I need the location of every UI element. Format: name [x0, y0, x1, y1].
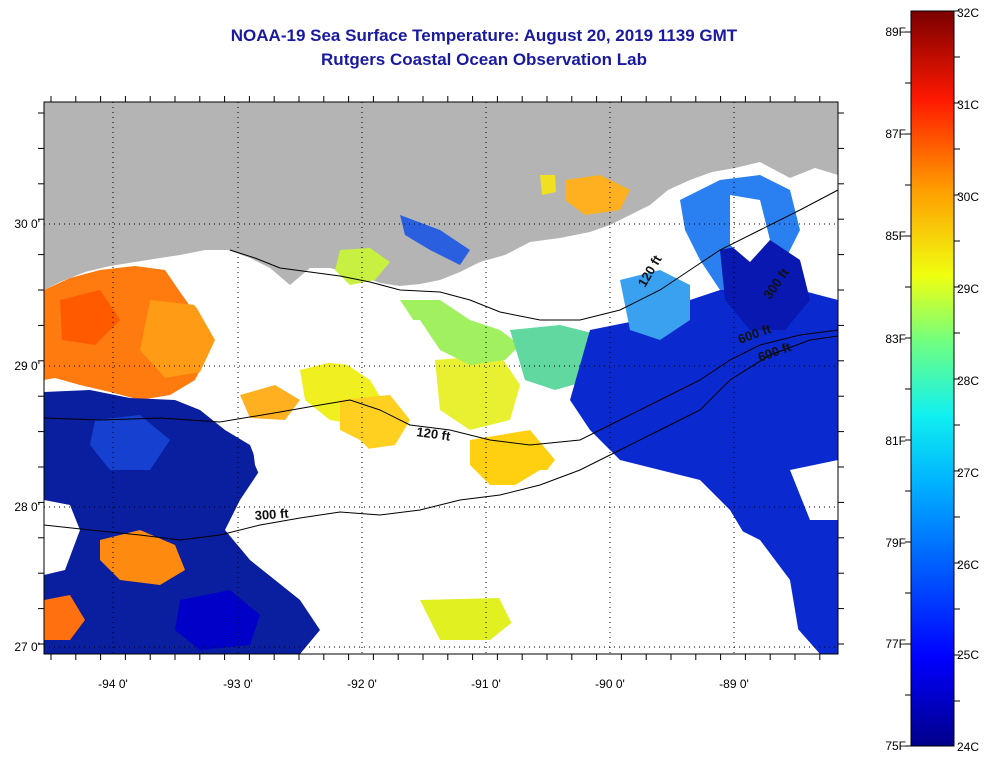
axis-ticks: [38, 96, 844, 660]
colorbar-celsius-label: 29C: [957, 282, 979, 296]
colorbar-celsius-label: 24C: [957, 740, 979, 754]
lon-tick-label: -89 0': [719, 677, 749, 691]
lon-tick-label: -92 0': [347, 677, 377, 691]
lon-tick-label: -93 0': [223, 677, 253, 691]
colorbar-fahrenheit-label: 89F: [885, 25, 906, 39]
colorbar-celsius-label: 31C: [957, 98, 979, 112]
lat-tick-label: 30 0': [14, 217, 40, 231]
colorbar-fahrenheit-label: 85F: [885, 229, 906, 243]
lat-tick-label: 29 0': [14, 359, 40, 373]
land-mass: [44, 102, 838, 290]
lon-tick-label: -91 0': [471, 677, 501, 691]
colorbar-fahrenheit-label: 87F: [885, 127, 906, 141]
colorbar-fahrenheit-label: 77F: [885, 637, 906, 651]
contour-label: 120 ft: [416, 424, 452, 444]
contour-label: 300 ft: [254, 506, 290, 523]
lon-tick-label: -94 0': [98, 677, 128, 691]
sst-patches: [44, 175, 838, 654]
figure-subtitle: Rutgers Coastal Ocean Observation Lab: [321, 50, 647, 69]
colorbar-fahrenheit-label: 79F: [885, 536, 906, 550]
graticule: [44, 102, 838, 654]
colorbar-fahrenheit-label: 75F: [885, 739, 906, 753]
colorbar-fahrenheit-label: 81F: [885, 434, 906, 448]
map-border: [43, 101, 839, 655]
lon-tick-label: -90 0': [595, 677, 625, 691]
lat-tick-label: 28 0': [14, 500, 40, 514]
figure-title: NOAA-19 Sea Surface Temperature: August …: [230, 26, 738, 45]
colorbar-celsius-label: 26C: [957, 558, 979, 572]
colorbar-celsius-label: 25C: [957, 648, 979, 662]
colorbar-celsius-label: 27C: [957, 466, 979, 480]
colorbar-celsius-label: 30C: [957, 190, 979, 204]
isobath-contours: [44, 189, 838, 541]
colorbar-fahrenheit-label: 83F: [885, 332, 906, 346]
colorbar-celsius-label: 32C: [957, 6, 979, 20]
colorbar-ticks: [905, 10, 960, 747]
colorbar-celsius-label: 28C: [957, 374, 979, 388]
colorbar: [910, 10, 955, 747]
lat-tick-label: 27 0': [14, 640, 40, 654]
